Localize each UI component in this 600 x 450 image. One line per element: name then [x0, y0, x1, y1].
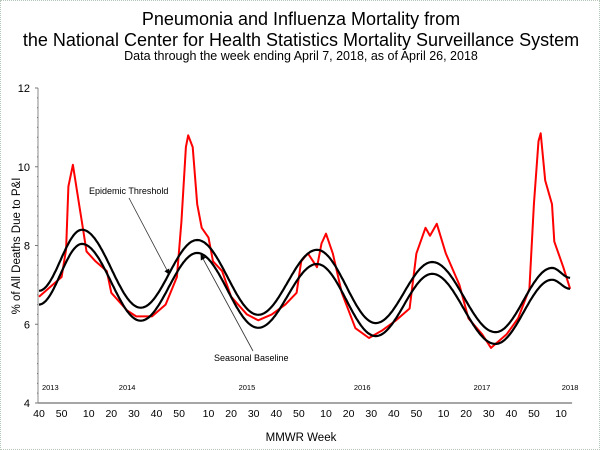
year-label: 2016 — [354, 383, 371, 392]
x-tick-label: 20 — [460, 408, 472, 420]
x-tick-label: 40 — [151, 408, 163, 420]
x-tick-label: 10 — [320, 408, 332, 420]
y-axis-label: % of All Deaths Due to P&I — [11, 178, 23, 315]
y-tick-label: 8 — [24, 241, 30, 253]
year-label: 2014 — [119, 383, 136, 392]
x-tick-label: 50 — [528, 408, 540, 420]
epidemic-threshold-arrow — [128, 197, 170, 275]
x-tick-label: 40 — [505, 408, 517, 420]
y-tick-label: 4 — [24, 398, 30, 410]
epidemic-threshold-annotation: Epidemic Threshold — [89, 186, 168, 196]
x-tick-label: 30 — [128, 408, 140, 420]
year-label: 2015 — [239, 383, 256, 392]
epidemic-threshold-series — [38, 228, 571, 334]
y-tick-label: 12 — [18, 83, 30, 95]
x-tick-label: 50 — [173, 408, 185, 420]
x-tick-label: 40 — [388, 408, 400, 420]
x-tick-label: 10 — [555, 408, 567, 420]
x-tick-label: 30 — [365, 408, 377, 420]
x-tick-label: 10 — [438, 408, 450, 420]
x-tick-label: 40 — [270, 408, 282, 420]
year-label: 2018 — [562, 383, 579, 392]
year-label: 2017 — [474, 383, 491, 392]
x-axis-label: MMWR Week — [266, 432, 337, 444]
y-tick-label: 10 — [18, 162, 30, 174]
chart-subtitle: Data through the week ending April 7, 20… — [124, 49, 478, 63]
y-tick-label: 6 — [24, 319, 30, 331]
epidemic-threshold-line — [38, 228, 571, 334]
x-tick-label: 50 — [293, 408, 305, 420]
chart-title-line2: the National Center for Health Statistic… — [22, 30, 580, 50]
x-tick-label: 30 — [248, 408, 260, 420]
x-tick-label: 20 — [225, 408, 237, 420]
seasonal-baseline-annotation: Seasonal Baseline — [214, 353, 289, 363]
pi-line — [38, 132, 572, 349]
seasonal-baseline-line — [38, 242, 571, 345]
x-tick-label: 40 — [33, 408, 45, 420]
year-label: 2013 — [42, 383, 59, 392]
x-tick-label: 50 — [56, 408, 68, 420]
x-tick-label: 20 — [105, 408, 117, 420]
x-tick-label: 10 — [203, 408, 215, 420]
x-tick-label: 50 — [411, 408, 423, 420]
x-tick-label: 10 — [83, 408, 95, 420]
pi-series — [38, 132, 572, 349]
x-tick-label: 30 — [483, 408, 495, 420]
seasonal-baseline-series — [38, 242, 571, 345]
seasonal-baseline-arrow — [200, 254, 254, 352]
chart-title: Pneumonia and Influenza Mortality from — [141, 9, 461, 29]
x-tick-label: 20 — [343, 408, 355, 420]
